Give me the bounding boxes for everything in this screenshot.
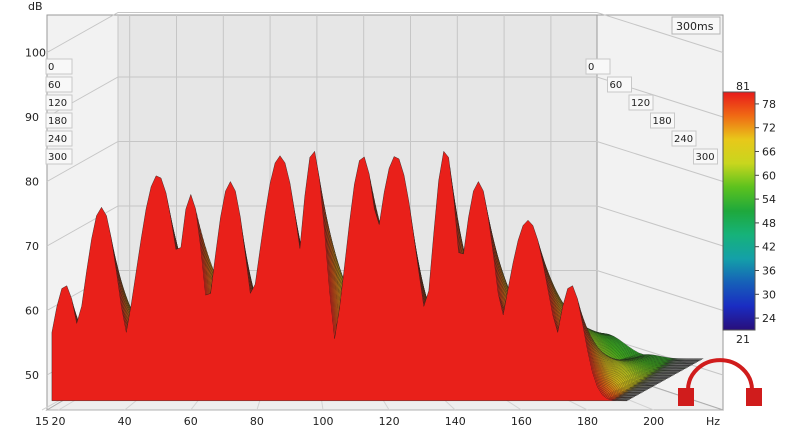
color-scale: 81 78 72 66 60 54 48 42 36 30 24 21 [722,80,776,346]
y-tick-label: 50 [25,369,39,382]
time-tick-box [45,76,73,93]
grid-line-h [46,76,724,118]
time-tick-left: 60 [48,80,61,91]
color-tick-label: 78 [762,98,776,111]
time-tick-box [650,112,675,129]
grid-line-h [46,12,724,53]
time-tick-box [45,58,73,75]
x-tick-label: 200 [643,415,664,428]
y-tick-labels: 50 60 70 80 90 100 [25,47,46,383]
x-tick-label: 160 [511,415,532,428]
time-tick-box [607,76,632,93]
color-tick-label: 30 [762,288,776,301]
x-axis-unit: Hz [706,415,720,428]
time-tick-box [45,130,73,147]
color-tick-label: 36 [762,265,776,278]
y-tick-label: 80 [25,176,39,189]
x-tick-label: 180 [577,415,598,428]
time-tick-left: 240 [48,134,67,145]
y-tick-label: 70 [25,240,39,253]
color-scale-bar [722,91,756,331]
time-window-label: 300ms [676,20,714,33]
x-tick-label: 120 [379,415,400,428]
color-scale-min: 21 [736,333,750,346]
time-tick-left: 0 [48,62,54,73]
x-tick-label: 40 [118,415,132,428]
color-tick-label: 24 [762,312,776,325]
x-tick-labels: 15 20 40 60 80 100 120 140 160 180 200 [35,415,664,428]
y-axis-unit: dB [28,0,43,13]
time-tick-left: 300 [48,152,67,163]
time-axis-left: 0 60 120 180 240 300 [45,58,73,165]
y-tick-label: 60 [25,305,39,318]
time-tick-right: 240 [674,134,693,145]
time-tick-right: 300 [696,152,715,163]
time-window-box: 300ms [671,16,721,35]
time-tick-right: 180 [653,116,672,127]
x-tick-label: 20 [52,415,66,428]
color-tick-label: 72 [762,122,776,135]
color-scale-ticks: 78 72 66 60 54 48 42 36 30 24 [755,98,776,325]
color-tick-label: 66 [762,146,776,159]
x-tick-label: 15 [35,415,49,428]
y-tick-label: 100 [25,47,46,60]
time-tick-box [671,130,697,147]
time-tick-box [45,94,73,111]
time-tick-box [585,58,611,75]
time-tick-box [628,94,654,111]
time-tick-left: 120 [48,98,67,109]
time-tick-box [45,148,73,165]
color-tick-label: 48 [762,217,776,230]
color-tick-label: 60 [762,169,776,182]
time-tick-box [45,112,73,129]
waterfall-surface [51,150,704,402]
time-tick-box [693,148,718,165]
color-tick-label: 54 [762,193,776,206]
grid-line-h [46,141,724,182]
color-tick-label: 42 [762,241,776,254]
x-tick-label: 80 [250,415,264,428]
color-scale-max: 81 [736,80,750,93]
x-tick-label: 100 [313,415,334,428]
x-tick-label: 140 [445,415,466,428]
time-tick-right: 120 [631,98,650,109]
time-tick-left: 180 [48,116,67,127]
x-tick-label: 60 [184,415,198,428]
time-tick-right: 0 [588,62,594,73]
time-tick-right: 60 [610,80,623,91]
y-tick-label: 90 [25,111,39,124]
headphones-logo-icon [678,358,762,406]
waterfall-slice [51,150,628,402]
